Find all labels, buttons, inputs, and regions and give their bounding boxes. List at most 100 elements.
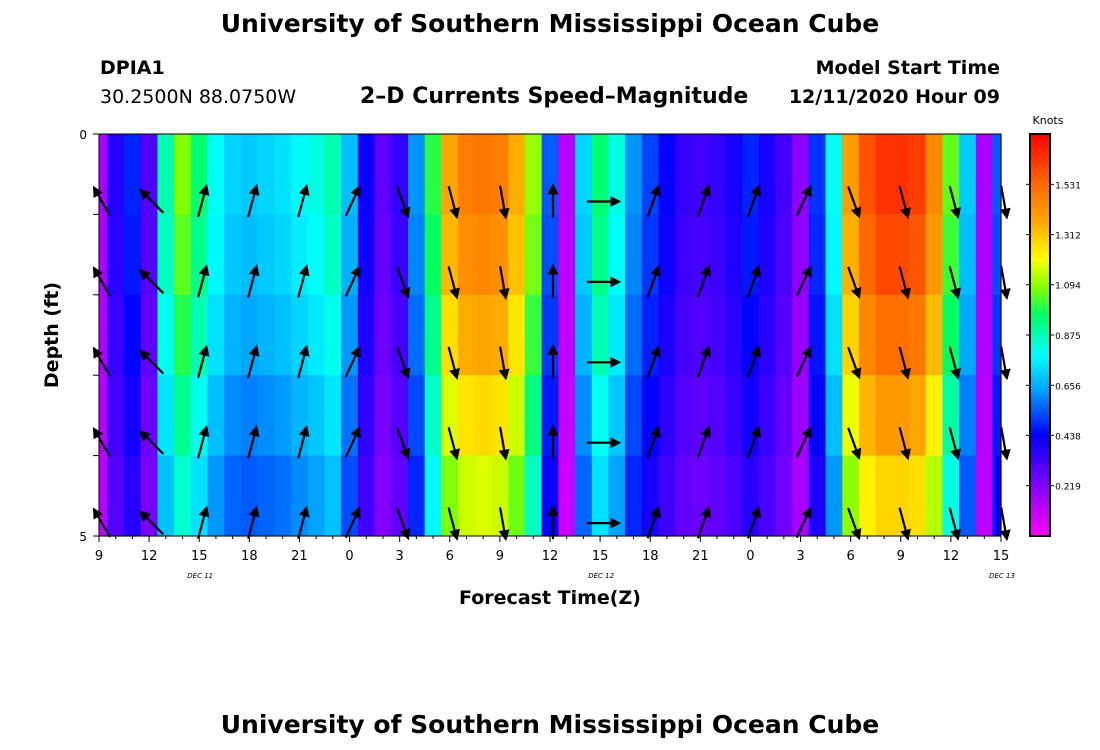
heatmap-cell (458, 375, 476, 457)
heatmap-cell (892, 455, 910, 537)
heatmap-cell (742, 375, 760, 457)
heatmap-cell (458, 214, 476, 296)
heatmap-cell (524, 294, 543, 376)
heatmap-cell (391, 294, 409, 376)
heatmap-cell (909, 294, 927, 376)
heatmap-cell (124, 214, 142, 296)
heatmap-cell (274, 294, 292, 376)
heatmap-cell (157, 375, 175, 457)
heatmap-cell (240, 455, 259, 537)
current-arrow (948, 507, 962, 541)
heatmap-cell (424, 294, 443, 376)
y-axis: 05 (79, 128, 99, 544)
colorbar-tick-label: 0.656 (1055, 382, 1081, 392)
heatmap-cell (508, 214, 526, 296)
heatmap-cell (474, 294, 493, 376)
colorbar-tick-label: 1.531 (1055, 181, 1081, 191)
current-arrow (847, 427, 862, 460)
heatmap-cell (875, 214, 894, 296)
heatmap-cell (575, 455, 593, 537)
heatmap-cell (491, 455, 509, 537)
heatmap-cell (792, 214, 810, 296)
heatmap-cell (742, 294, 760, 376)
heatmap-cell (808, 134, 827, 215)
current-arrow (898, 266, 911, 300)
current-arrow (297, 264, 310, 298)
heatmap-cell (174, 294, 192, 376)
heatmap-cell (524, 214, 543, 296)
heatmap-cell (959, 375, 977, 457)
x-tick-label: 9 (897, 549, 905, 564)
heatmap-cell (558, 375, 576, 457)
current-arrow (139, 269, 165, 294)
current-arrow (646, 264, 661, 298)
heatmap-cell (992, 134, 1002, 215)
heatmap-cell (641, 455, 660, 537)
heatmap-cell (708, 294, 726, 376)
colorbar-tick-label: 1.312 (1055, 232, 1081, 242)
station-id: DPIA1 (100, 57, 165, 79)
heatmap-cell (408, 455, 426, 537)
heatmap-cell (190, 455, 209, 537)
heatmap-cell (658, 294, 676, 376)
current-arrow (247, 344, 260, 379)
heatmap-cell (892, 375, 910, 457)
page-title: University of Southern Mississippi Ocean… (220, 9, 880, 38)
heatmap-cell (524, 134, 543, 215)
heatmap-cell (458, 294, 476, 376)
heatmap-cell (224, 455, 242, 537)
heatmap-cell (558, 214, 576, 296)
current-arrow (948, 266, 962, 300)
heatmap-cell (608, 214, 626, 296)
current-arrow (847, 346, 862, 380)
heatmap-cell (625, 214, 643, 296)
heatmap-cell (541, 375, 559, 457)
heatmap-cell (641, 214, 660, 296)
heatmap-cell (775, 375, 793, 457)
heatmap-cell (391, 214, 409, 296)
heatmap-cell (608, 134, 626, 215)
heatmap-cell (341, 294, 359, 376)
x-tick-label: 12 (141, 549, 158, 564)
heatmap-cell (140, 294, 159, 376)
current-arrow (999, 426, 1011, 461)
heatmap-cell (591, 294, 610, 376)
heatmap-cell (641, 134, 660, 215)
current-arrow (197, 264, 210, 298)
current-arrow (696, 345, 711, 378)
heatmap-cell (675, 214, 693, 296)
heatmap-cell (675, 455, 693, 537)
heatmap-cell (842, 455, 860, 537)
current-arrow (999, 507, 1011, 542)
current-arrow (696, 264, 711, 298)
x-tick-label: 9 (496, 549, 504, 564)
heatmap-cell (658, 455, 676, 537)
current-arrow (297, 505, 310, 539)
heatmap-cell (992, 214, 1002, 296)
heatmap-cell (608, 375, 626, 457)
heatmap-cell (742, 214, 760, 296)
heatmap-cell (174, 134, 192, 215)
heatmap-cell (140, 214, 159, 296)
heatmap-cell (124, 375, 142, 457)
heatmap-cell (892, 294, 910, 376)
heatmap-cell (274, 375, 292, 457)
heatmap-cell (658, 214, 676, 296)
current-arrow (344, 345, 361, 378)
heatmap-cell (875, 375, 894, 457)
current-arrow (898, 507, 911, 541)
model-start-value: 12/11/2020 Hour 09 (788, 86, 1000, 108)
current-arrow (447, 507, 460, 541)
heatmap-cell (99, 214, 108, 296)
heatmap-cell (157, 294, 175, 376)
heatmap-cell (975, 134, 994, 215)
heatmap-cell (909, 134, 927, 215)
heatmap-cell (274, 134, 292, 215)
heatmap-cell (541, 294, 559, 376)
heatmap-cell (808, 294, 827, 376)
x-tick-label: 15 (191, 549, 208, 564)
current-arrow (898, 185, 911, 220)
heatmap-cell (140, 375, 159, 457)
heatmap-cell (257, 294, 275, 376)
current-arrow (247, 264, 260, 298)
